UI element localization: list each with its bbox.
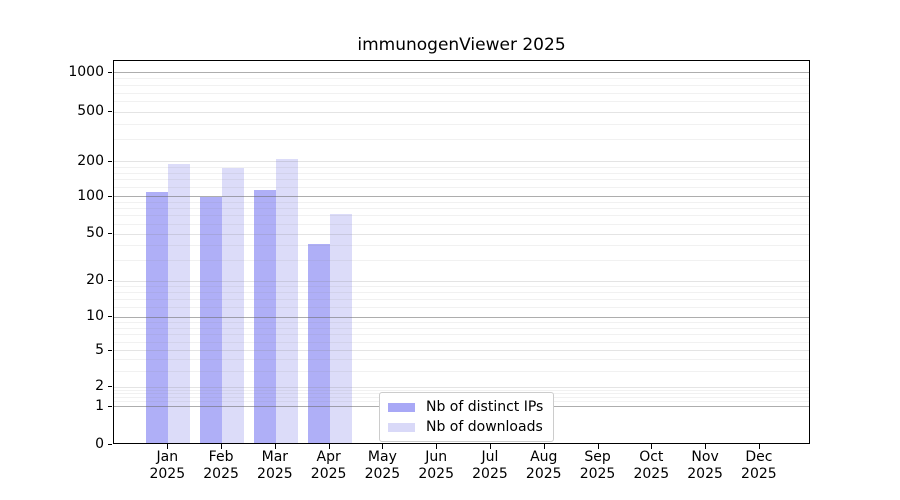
legend-label: Nb of downloads (426, 419, 543, 435)
x-tick-mark (167, 444, 169, 449)
x-tick-label: Mar 2025 (257, 449, 293, 482)
bar-downloads (329, 213, 352, 443)
x-tick-mark (382, 444, 384, 449)
legend-item: Nb of distinct IPs (388, 399, 543, 415)
x-tick-mark (274, 444, 276, 449)
bar-distinct-ips (146, 192, 169, 443)
gridline (114, 111, 809, 113)
y-tick-label: 0 (95, 436, 104, 452)
x-tick-label: Jun 2025 (418, 449, 454, 482)
y-tick-mark (108, 71, 112, 73)
y-tick-mark (108, 349, 112, 351)
y-tick-mark (108, 233, 112, 235)
x-tick-label: Feb 2025 (203, 449, 239, 482)
bar-distinct-ips (253, 189, 276, 443)
plot-area: Nb of distinct IPs Nb of downloads (113, 60, 810, 444)
x-tick-mark (328, 444, 330, 449)
y-tick-label: 10 (86, 308, 104, 325)
y-tick-label: 100 (77, 187, 104, 204)
x-tick-label: May 2025 (364, 449, 401, 482)
x-tick-label: Dec 2025 (741, 449, 777, 482)
x-tick-label: Apr 2025 (310, 449, 347, 482)
gridline (114, 179, 809, 181)
y-tick-label: 50 (86, 225, 104, 242)
x-tick-mark (597, 444, 599, 449)
y-tick-mark (108, 316, 112, 318)
gridline (114, 186, 809, 188)
y-tick-mark (108, 111, 112, 113)
gridline (114, 72, 809, 74)
gridline (114, 123, 809, 125)
x-tick-mark (705, 444, 707, 449)
y-tick-label: 1000 (68, 63, 104, 80)
x-tick-label: Aug 2025 (525, 449, 562, 482)
bar-distinct-ips (307, 243, 330, 443)
gridline (114, 139, 809, 141)
x-tick-label: Jan 2025 (149, 449, 186, 482)
gridline (114, 161, 809, 163)
y-tick-label: 200 (77, 152, 104, 169)
gridline (114, 101, 809, 103)
x-tick-label: Sep 2025 (579, 449, 616, 482)
gridline (114, 78, 809, 80)
y-tick-mark (108, 386, 112, 388)
y-tick-label: 1 (95, 397, 104, 414)
bar-downloads (168, 163, 191, 443)
gridline (114, 172, 809, 174)
legend-swatch (388, 402, 415, 412)
x-tick-label: Jul 2025 (472, 449, 508, 482)
bar-downloads (275, 158, 298, 443)
y-tick-mark (108, 160, 112, 162)
legend: Nb of distinct IPs Nb of downloads (379, 392, 555, 442)
legend-label: Nb of distinct IPs (426, 399, 544, 415)
y-tick-label: 5 (95, 341, 104, 358)
gridline (114, 85, 809, 86)
y-tick-mark (108, 280, 112, 282)
y-tick-mark (108, 195, 112, 197)
x-tick-label: Nov 2025 (687, 449, 723, 482)
y-tick-mark (108, 405, 112, 407)
legend-item: Nb of downloads (388, 419, 543, 435)
x-tick-mark (651, 444, 653, 449)
chart-title: immunogenViewer 2025 (357, 35, 566, 55)
x-tick-mark (221, 444, 223, 449)
x-tick-mark (543, 444, 545, 449)
y-tick-label: 500 (77, 103, 104, 120)
y-tick-mark (108, 444, 112, 445)
gridline (114, 92, 809, 94)
x-tick-mark (758, 444, 760, 449)
x-tick-mark (489, 444, 491, 449)
bar-downloads (222, 168, 245, 443)
bar-distinct-ips (200, 197, 223, 443)
gridline (114, 166, 809, 168)
x-tick-mark (436, 444, 438, 449)
x-tick-label: Oct 2025 (633, 449, 670, 482)
y-tick-label: 2 (95, 378, 104, 395)
legend-swatch (388, 422, 415, 432)
y-tick-label: 20 (86, 272, 104, 289)
